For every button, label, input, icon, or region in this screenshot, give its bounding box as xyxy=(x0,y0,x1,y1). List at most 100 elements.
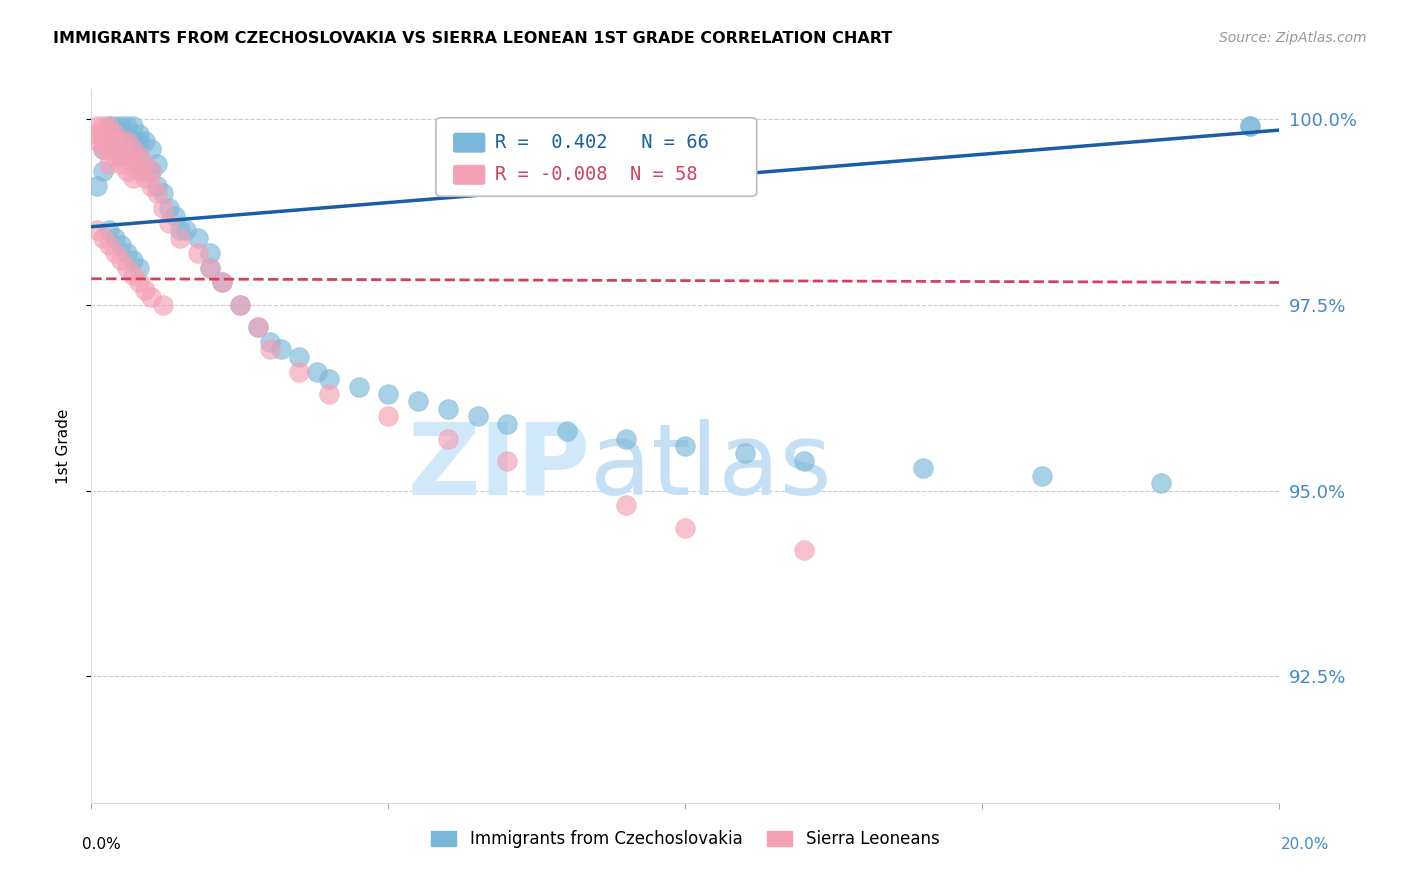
Point xyxy=(614,499,637,513)
Point xyxy=(86,134,108,148)
Point xyxy=(115,127,138,141)
Point xyxy=(98,238,121,252)
Point xyxy=(128,276,150,290)
Text: R = -0.008  N = 58: R = -0.008 N = 58 xyxy=(495,165,697,185)
Point xyxy=(200,245,222,260)
Point xyxy=(110,253,132,268)
Point xyxy=(436,432,458,446)
Point xyxy=(115,260,138,275)
Point xyxy=(110,238,132,252)
Point xyxy=(110,156,132,170)
Point xyxy=(91,231,114,245)
Point xyxy=(110,142,132,156)
Legend: Immigrants from Czechoslovakia, Sierra Leoneans: Immigrants from Czechoslovakia, Sierra L… xyxy=(425,824,946,855)
Point xyxy=(110,134,132,148)
Point xyxy=(187,231,209,245)
Point xyxy=(176,223,198,237)
FancyBboxPatch shape xyxy=(454,166,485,184)
Text: ZIP: ZIP xyxy=(408,419,591,516)
Text: IMMIGRANTS FROM CZECHOSLOVAKIA VS SIERRA LEONEAN 1ST GRADE CORRELATION CHART: IMMIGRANTS FROM CZECHOSLOVAKIA VS SIERRA… xyxy=(53,31,893,46)
Point xyxy=(134,134,156,148)
Point xyxy=(211,276,233,290)
Text: R =  0.402   N = 66: R = 0.402 N = 66 xyxy=(495,133,709,153)
Point xyxy=(793,454,815,468)
Point xyxy=(169,231,191,245)
Text: Source: ZipAtlas.com: Source: ZipAtlas.com xyxy=(1219,31,1367,45)
Point xyxy=(115,142,138,156)
Point xyxy=(157,216,180,230)
Point xyxy=(555,424,578,438)
Point xyxy=(229,298,252,312)
Point xyxy=(110,120,132,134)
Point xyxy=(122,156,145,170)
Point xyxy=(122,171,145,186)
Point xyxy=(122,253,145,268)
Point xyxy=(1149,476,1171,491)
Point xyxy=(115,120,138,134)
Point xyxy=(122,120,145,134)
Point xyxy=(288,365,311,379)
Point xyxy=(122,134,145,148)
Point xyxy=(91,120,114,134)
Point xyxy=(134,171,156,186)
Point xyxy=(128,134,150,148)
Point xyxy=(246,320,269,334)
Point xyxy=(496,454,519,468)
Point xyxy=(104,134,127,148)
Point xyxy=(163,209,186,223)
Point xyxy=(104,127,127,141)
Point xyxy=(187,245,209,260)
Point xyxy=(91,134,114,148)
Point xyxy=(673,439,696,453)
Point xyxy=(122,142,145,156)
Point xyxy=(104,149,127,163)
Point xyxy=(91,164,114,178)
Point xyxy=(98,120,121,134)
Point xyxy=(122,268,145,282)
Point xyxy=(134,164,156,178)
Point xyxy=(467,409,489,424)
Point xyxy=(115,149,138,163)
Point xyxy=(152,201,174,215)
Point xyxy=(91,142,114,156)
Point xyxy=(259,334,281,349)
Point xyxy=(115,164,138,178)
Point xyxy=(911,461,934,475)
Point xyxy=(157,201,180,215)
Point xyxy=(318,387,340,401)
Text: 20.0%: 20.0% xyxy=(1281,838,1329,852)
Point xyxy=(128,149,150,163)
Text: 0.0%: 0.0% xyxy=(82,838,121,852)
Point xyxy=(104,231,127,245)
Point xyxy=(91,142,114,156)
Point xyxy=(122,149,145,163)
Point xyxy=(139,178,162,193)
Point xyxy=(104,120,127,134)
Point xyxy=(145,186,167,201)
Point xyxy=(139,164,162,178)
Point xyxy=(115,134,138,148)
Point xyxy=(145,178,167,193)
Point xyxy=(139,164,162,178)
Point xyxy=(110,149,132,163)
Point xyxy=(104,142,127,156)
Point xyxy=(145,156,167,170)
Point xyxy=(270,343,292,357)
Point xyxy=(98,127,121,141)
Point xyxy=(134,283,156,297)
Point xyxy=(1239,120,1261,134)
Point xyxy=(91,127,114,141)
Point xyxy=(169,223,191,237)
Point xyxy=(104,245,127,260)
Point xyxy=(86,178,108,193)
Point xyxy=(377,387,399,401)
Point xyxy=(229,298,252,312)
Point xyxy=(496,417,519,431)
FancyBboxPatch shape xyxy=(436,118,756,196)
Point xyxy=(406,394,429,409)
Point xyxy=(259,343,281,357)
Point xyxy=(98,120,121,134)
Point xyxy=(98,156,121,170)
Point xyxy=(288,350,311,364)
Point xyxy=(614,432,637,446)
